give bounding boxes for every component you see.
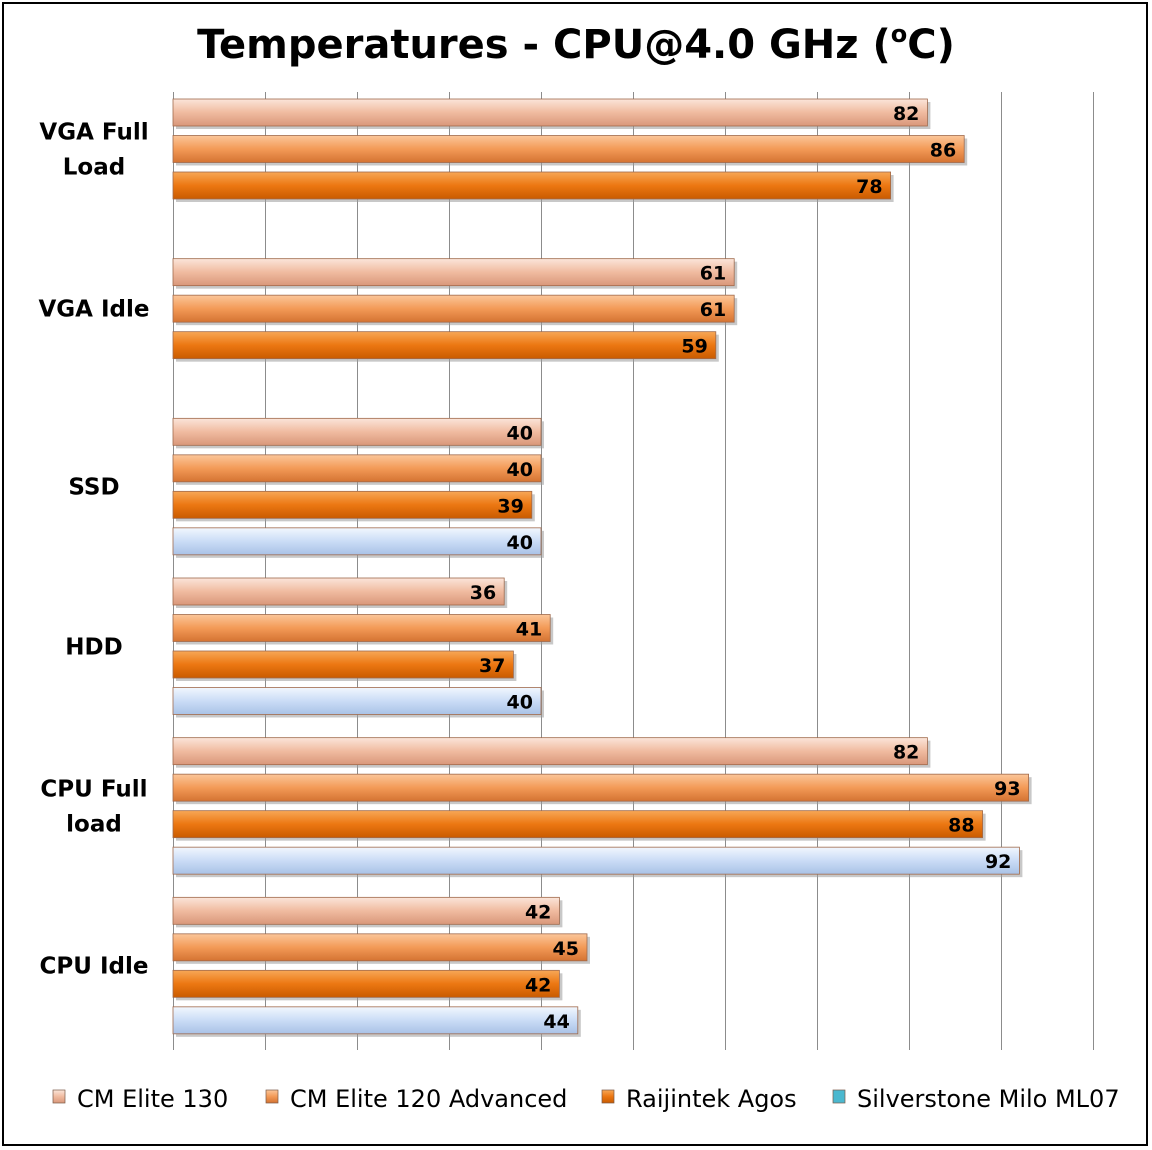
data-label: 40	[507, 459, 533, 481]
data-label: 93	[994, 778, 1020, 800]
legend-label: Raijintek Agos	[626, 1085, 797, 1113]
bar	[172, 258, 735, 287]
data-label: 61	[700, 299, 726, 321]
data-label: 36	[470, 582, 496, 604]
legend-swatch	[832, 1089, 846, 1104]
data-label: 92	[985, 851, 1011, 873]
bar	[172, 490, 533, 519]
bar	[172, 454, 542, 483]
category-label: SSD	[68, 475, 119, 501]
chart-title: Temperatures - CPU@4.0 GHz (oC)	[197, 20, 955, 68]
data-label: 44	[543, 1011, 569, 1033]
category-label: load	[66, 811, 122, 837]
data-label: 82	[893, 103, 919, 125]
legend-label: Silverstone Milo ML07	[857, 1085, 1120, 1113]
bar	[172, 810, 983, 839]
bar	[172, 171, 891, 200]
bar	[172, 896, 560, 925]
bar	[172, 1006, 579, 1035]
bar	[172, 650, 514, 679]
category-label: CPU Idle	[40, 954, 149, 980]
category-label: Load	[63, 155, 125, 181]
bar	[172, 135, 965, 163]
data-label: 40	[507, 532, 533, 554]
data-label: 41	[516, 619, 542, 641]
category-label: CPU Full	[40, 776, 147, 802]
data-label: 39	[497, 495, 523, 517]
bar	[172, 846, 1020, 875]
data-label: 45	[553, 938, 579, 960]
bar	[172, 933, 588, 962]
legend-swatch	[601, 1089, 615, 1104]
data-label: 59	[681, 336, 707, 358]
bar	[172, 687, 542, 715]
bar	[172, 577, 505, 606]
data-label: 86	[930, 140, 956, 162]
data-label: 40	[507, 422, 533, 444]
data-label: 78	[856, 176, 882, 198]
bars: 8286786161594040394036413740829388924245…	[172, 98, 1032, 1037]
category-label: HDD	[65, 634, 122, 660]
bar	[172, 773, 1029, 802]
legend-swatch	[265, 1089, 279, 1104]
legend-swatch	[52, 1089, 66, 1104]
bar	[172, 417, 542, 446]
category-label: VGA Full	[39, 120, 148, 146]
bar	[172, 969, 560, 998]
bar	[172, 98, 928, 127]
bar	[172, 331, 717, 360]
bar	[172, 294, 735, 323]
data-label: 42	[525, 974, 551, 996]
category-label: VGA Idle	[39, 297, 150, 323]
data-label: 37	[479, 655, 505, 677]
legend-label: CM Elite 130	[77, 1085, 228, 1113]
data-label: 82	[893, 742, 919, 764]
data-label: 61	[700, 263, 726, 285]
data-label: 42	[525, 901, 551, 923]
gridlines	[173, 92, 1094, 1050]
category-labels: VGA Full Load VGA Idle SSD HDD CPU Full load CP…	[39, 120, 150, 980]
legend: CM Elite 130 CM Elite 120 Advanced Raijint…	[52, 1085, 1120, 1113]
bar	[172, 737, 928, 766]
bar	[172, 614, 551, 642]
legend-label: CM Elite 120 Advanced	[290, 1085, 567, 1113]
bar	[172, 527, 542, 556]
data-label: 40	[507, 692, 533, 714]
data-label: 88	[948, 815, 974, 837]
